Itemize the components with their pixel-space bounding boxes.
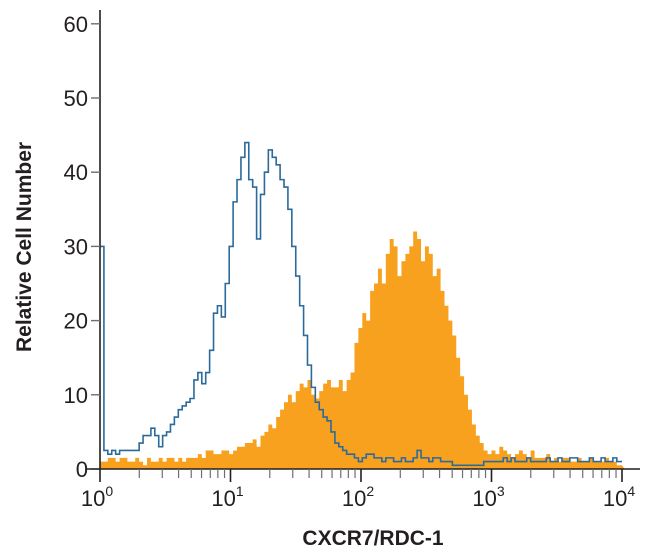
x-tick-label: 100	[81, 483, 113, 511]
x-axis-title: CXCR7/RDC-1	[302, 527, 444, 550]
plot-area	[100, 141, 625, 469]
y-axis-title: Relative Cell Number	[13, 142, 36, 352]
x-tick-label: 102	[342, 483, 374, 511]
y-tick-label: 50	[64, 86, 88, 111]
y-tick-label: 10	[64, 383, 88, 408]
y-tick-label: 20	[64, 309, 88, 334]
x-tick-label: 103	[472, 483, 504, 511]
y-tick-label: 40	[64, 160, 88, 185]
stained-histogram-fill	[100, 231, 625, 469]
y-axis: 0 10 20 30 40 50 60	[64, 10, 101, 482]
x-tick-label: 104	[603, 483, 635, 511]
x-axis: 100 101 102 103 104	[81, 468, 640, 511]
x-tick-label: 101	[211, 483, 243, 511]
control-histogram-outline	[100, 141, 622, 467]
y-tick-label: 0	[76, 457, 88, 482]
y-tick-label: 60	[64, 12, 88, 37]
y-tick-label: 30	[64, 234, 88, 259]
